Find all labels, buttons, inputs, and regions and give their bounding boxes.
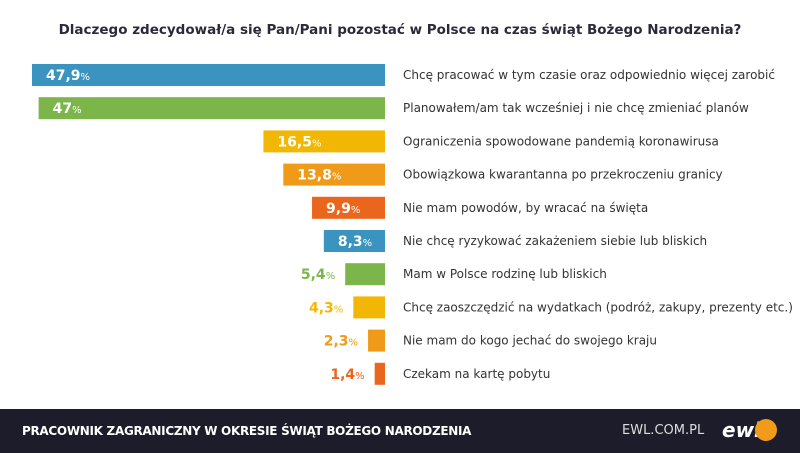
footer-url[interactable]: EWL.COM.PL: [622, 423, 705, 438]
bar: [283, 163, 385, 186]
footer-title: PRACOWNIK ZAGRANICZNY W OKRESIE ŚWIĄT BO…: [22, 424, 472, 438]
bar: [345, 263, 385, 286]
category-label: Nie mam powodów, by wracać na święta: [403, 201, 648, 215]
category-label: Chcę zaoszczędzić na wydatkach (podróż, …: [403, 300, 793, 314]
category-label: Czekam na kartę pobytu: [403, 367, 550, 381]
value-label: 2,3%: [324, 334, 358, 350]
value-label: 9,9%: [326, 201, 360, 217]
value-label: 8,3%: [338, 234, 372, 250]
bar: [368, 329, 385, 352]
value-label: 5,4%: [301, 267, 335, 283]
value-label: 16,5%: [277, 134, 321, 150]
bar: [323, 230, 385, 252]
category-label: Nie mam do kogo jechać do swojego kraju: [403, 334, 657, 348]
bar: [374, 362, 385, 385]
bar: [38, 97, 385, 120]
category-label: Ograniczenia spowodowane pandemią korona…: [403, 134, 719, 148]
value-label: 1,4%: [330, 367, 364, 383]
logo: ewl: [722, 418, 761, 442]
category-label: Obowiązkowa kwarantanna po przekroczeniu…: [403, 168, 723, 182]
bar: [32, 64, 385, 86]
value-label: 47%: [53, 101, 82, 117]
value-label: 13,8%: [297, 168, 341, 184]
category-label: Chcę pracować w tym czasie oraz odpowied…: [403, 68, 775, 82]
bar-chart: 47,9% Chcę pracować w tym czasie oraz odp…: [32, 64, 793, 385]
category-label: Mam w Polsce rodzinę lub bliskich: [403, 267, 607, 281]
category-label: Planowałem/am tak wcześniej i nie chcę z…: [403, 101, 749, 115]
bar: [312, 196, 385, 219]
chart-title: Dlaczego zdecydował/a się Pan/Pani pozos…: [58, 22, 742, 38]
footer: PRACOWNIK ZAGRANICZNY W OKRESIE ŚWIĄT BO…: [0, 409, 800, 453]
value-label: 4,3%: [309, 300, 343, 316]
bar: [263, 130, 385, 153]
bar: [353, 296, 385, 319]
value-label: 47,9%: [46, 68, 90, 84]
category-label: Nie chcę ryzykować zakażeniem siebie lub…: [403, 234, 707, 248]
handshake-icon: [755, 419, 777, 441]
